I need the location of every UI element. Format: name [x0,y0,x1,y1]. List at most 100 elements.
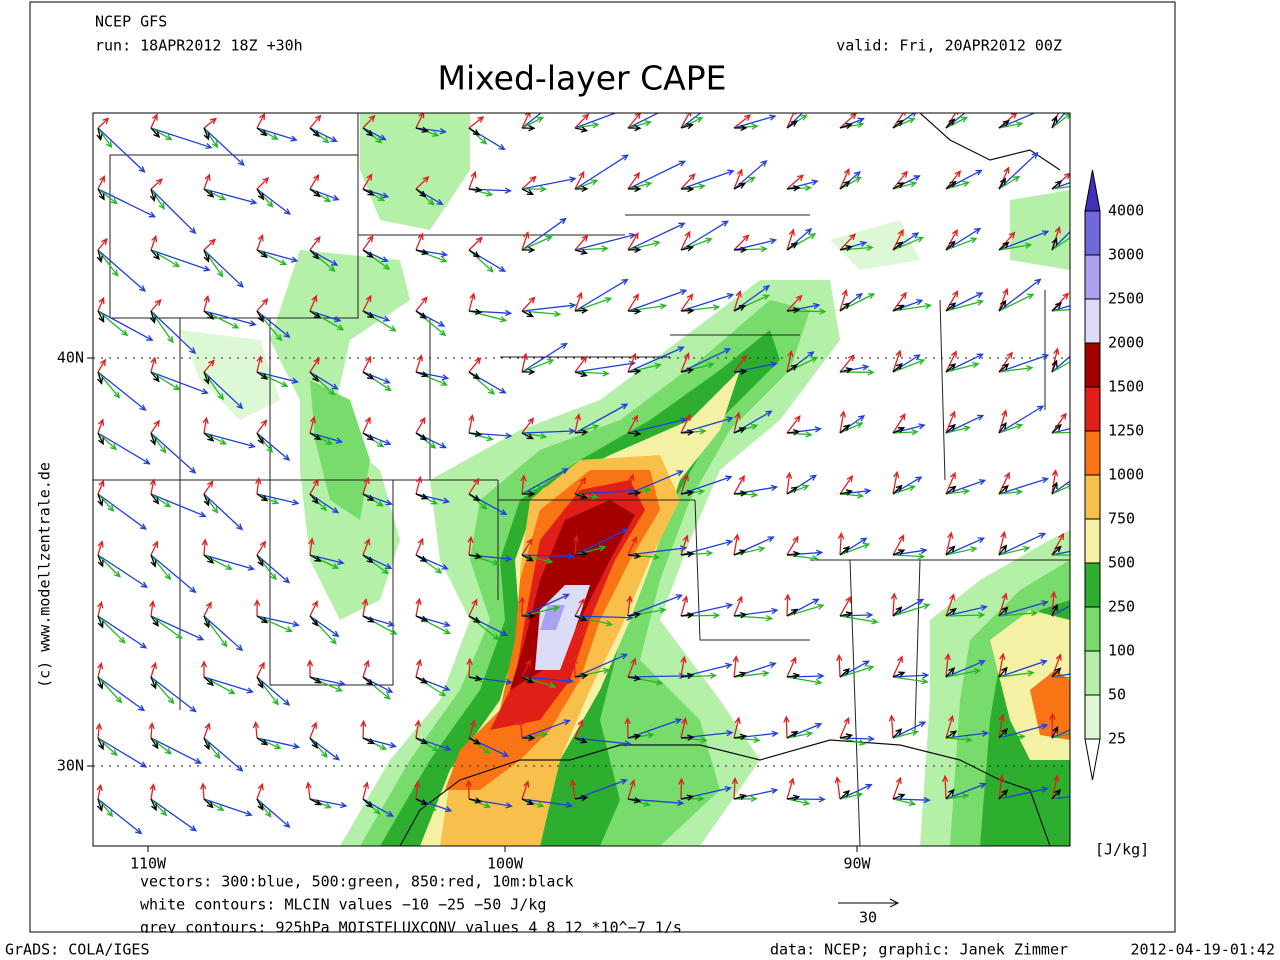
wind-vector [680,662,733,678]
wind-vector [97,554,121,578]
wind-vector [786,730,814,739]
wind-vector [518,596,526,617]
wind-vector [252,720,260,739]
graticule [93,357,1070,767]
cape-area [270,250,410,620]
wind-vector [733,615,774,622]
wind-vector [256,432,274,454]
wind-vector [149,478,156,495]
wind-vector [574,551,589,558]
wind-vector [839,492,865,499]
wind-vector [150,310,197,355]
wind-vector [256,432,264,445]
wind-vector [892,427,906,434]
wind-vector [892,484,903,495]
wind-vector [97,798,143,835]
wind-vector [97,479,105,495]
wind-vector [627,368,642,375]
wind-vector [362,416,371,434]
wind-vector [309,249,320,260]
wind-vector [1051,180,1063,190]
wind-vector [468,414,475,434]
wind-vector [839,542,871,556]
wind-vector [150,178,163,190]
wind-vector [203,117,218,129]
wind-vector [1051,423,1062,434]
wind-vector [203,249,224,278]
wind-vector [97,358,106,373]
wind-vector [786,294,803,312]
wind-vector [203,554,233,570]
wind-vector [998,530,1007,556]
wind-vector [945,361,980,373]
legend-note: white contours: MLCIN values −10 −25 −50… [140,896,546,914]
wind-vector [521,246,536,254]
wind-vector [892,598,925,617]
wind-vector [998,670,1035,678]
wind-vector [362,249,374,259]
wind-vector [998,421,1007,434]
wind-vector [97,615,148,649]
wind-vector [627,733,642,740]
wind-vector [468,236,483,251]
wind-vector [203,737,221,760]
wind-vector [521,554,534,562]
wind-vector [309,371,320,383]
wind-vector [733,474,745,495]
wind-vector [97,127,146,173]
wind-vector [569,778,577,800]
wind-vector [945,302,957,312]
wind-vector [733,490,748,497]
wind-vector [786,113,804,129]
wind-vector [97,676,104,690]
wind-vector [362,355,372,373]
cape-area [1030,670,1070,740]
wind-vector [362,537,371,556]
map-title: Mixed-layer CAPE [438,59,727,98]
wind-vector [680,169,735,190]
wind-vector [256,127,268,137]
colorbar-segment [1084,650,1101,696]
wind-vector [998,409,1008,434]
wind-vector [150,676,175,705]
wind-vector [415,615,452,628]
colorbar-unit: [J/kg] [1095,841,1149,859]
wind-vector [839,667,851,678]
wind-vector [733,795,758,803]
wind-vector [839,167,850,190]
wind-vector [521,296,536,312]
wind-vector [468,719,476,739]
wind-vector [97,127,113,149]
wind-vector [627,657,637,678]
wind-vector [415,798,429,806]
wind-vector [415,126,430,133]
wind-vector [415,127,448,135]
wind-vector [680,173,696,190]
wind-vector [839,735,876,743]
wind-vector [733,234,750,251]
wind-vector [362,781,370,800]
wind-vector [574,185,589,193]
wind-vector [627,246,642,254]
wind-vector [680,794,695,801]
wind-vector [97,554,148,588]
wind-vector [468,116,485,129]
wind-vector [1051,355,1070,373]
wind-vector [466,657,473,678]
wind-vector [839,302,851,312]
wind-vector [998,484,1009,495]
wind-vector [786,113,797,129]
wind-vector [834,776,841,800]
wind-vector [786,656,797,678]
wind-vector [839,233,856,251]
wind-vector [521,302,577,312]
wind-vector [786,308,827,315]
wind-vector [1051,481,1058,495]
wind-vector [521,554,554,564]
colorbar-segment [1084,298,1101,344]
wind-vector [627,417,688,434]
wind-vector [733,549,747,556]
wind-vector [998,299,1007,312]
wind-vector [203,615,228,648]
wind-vector [839,665,875,678]
